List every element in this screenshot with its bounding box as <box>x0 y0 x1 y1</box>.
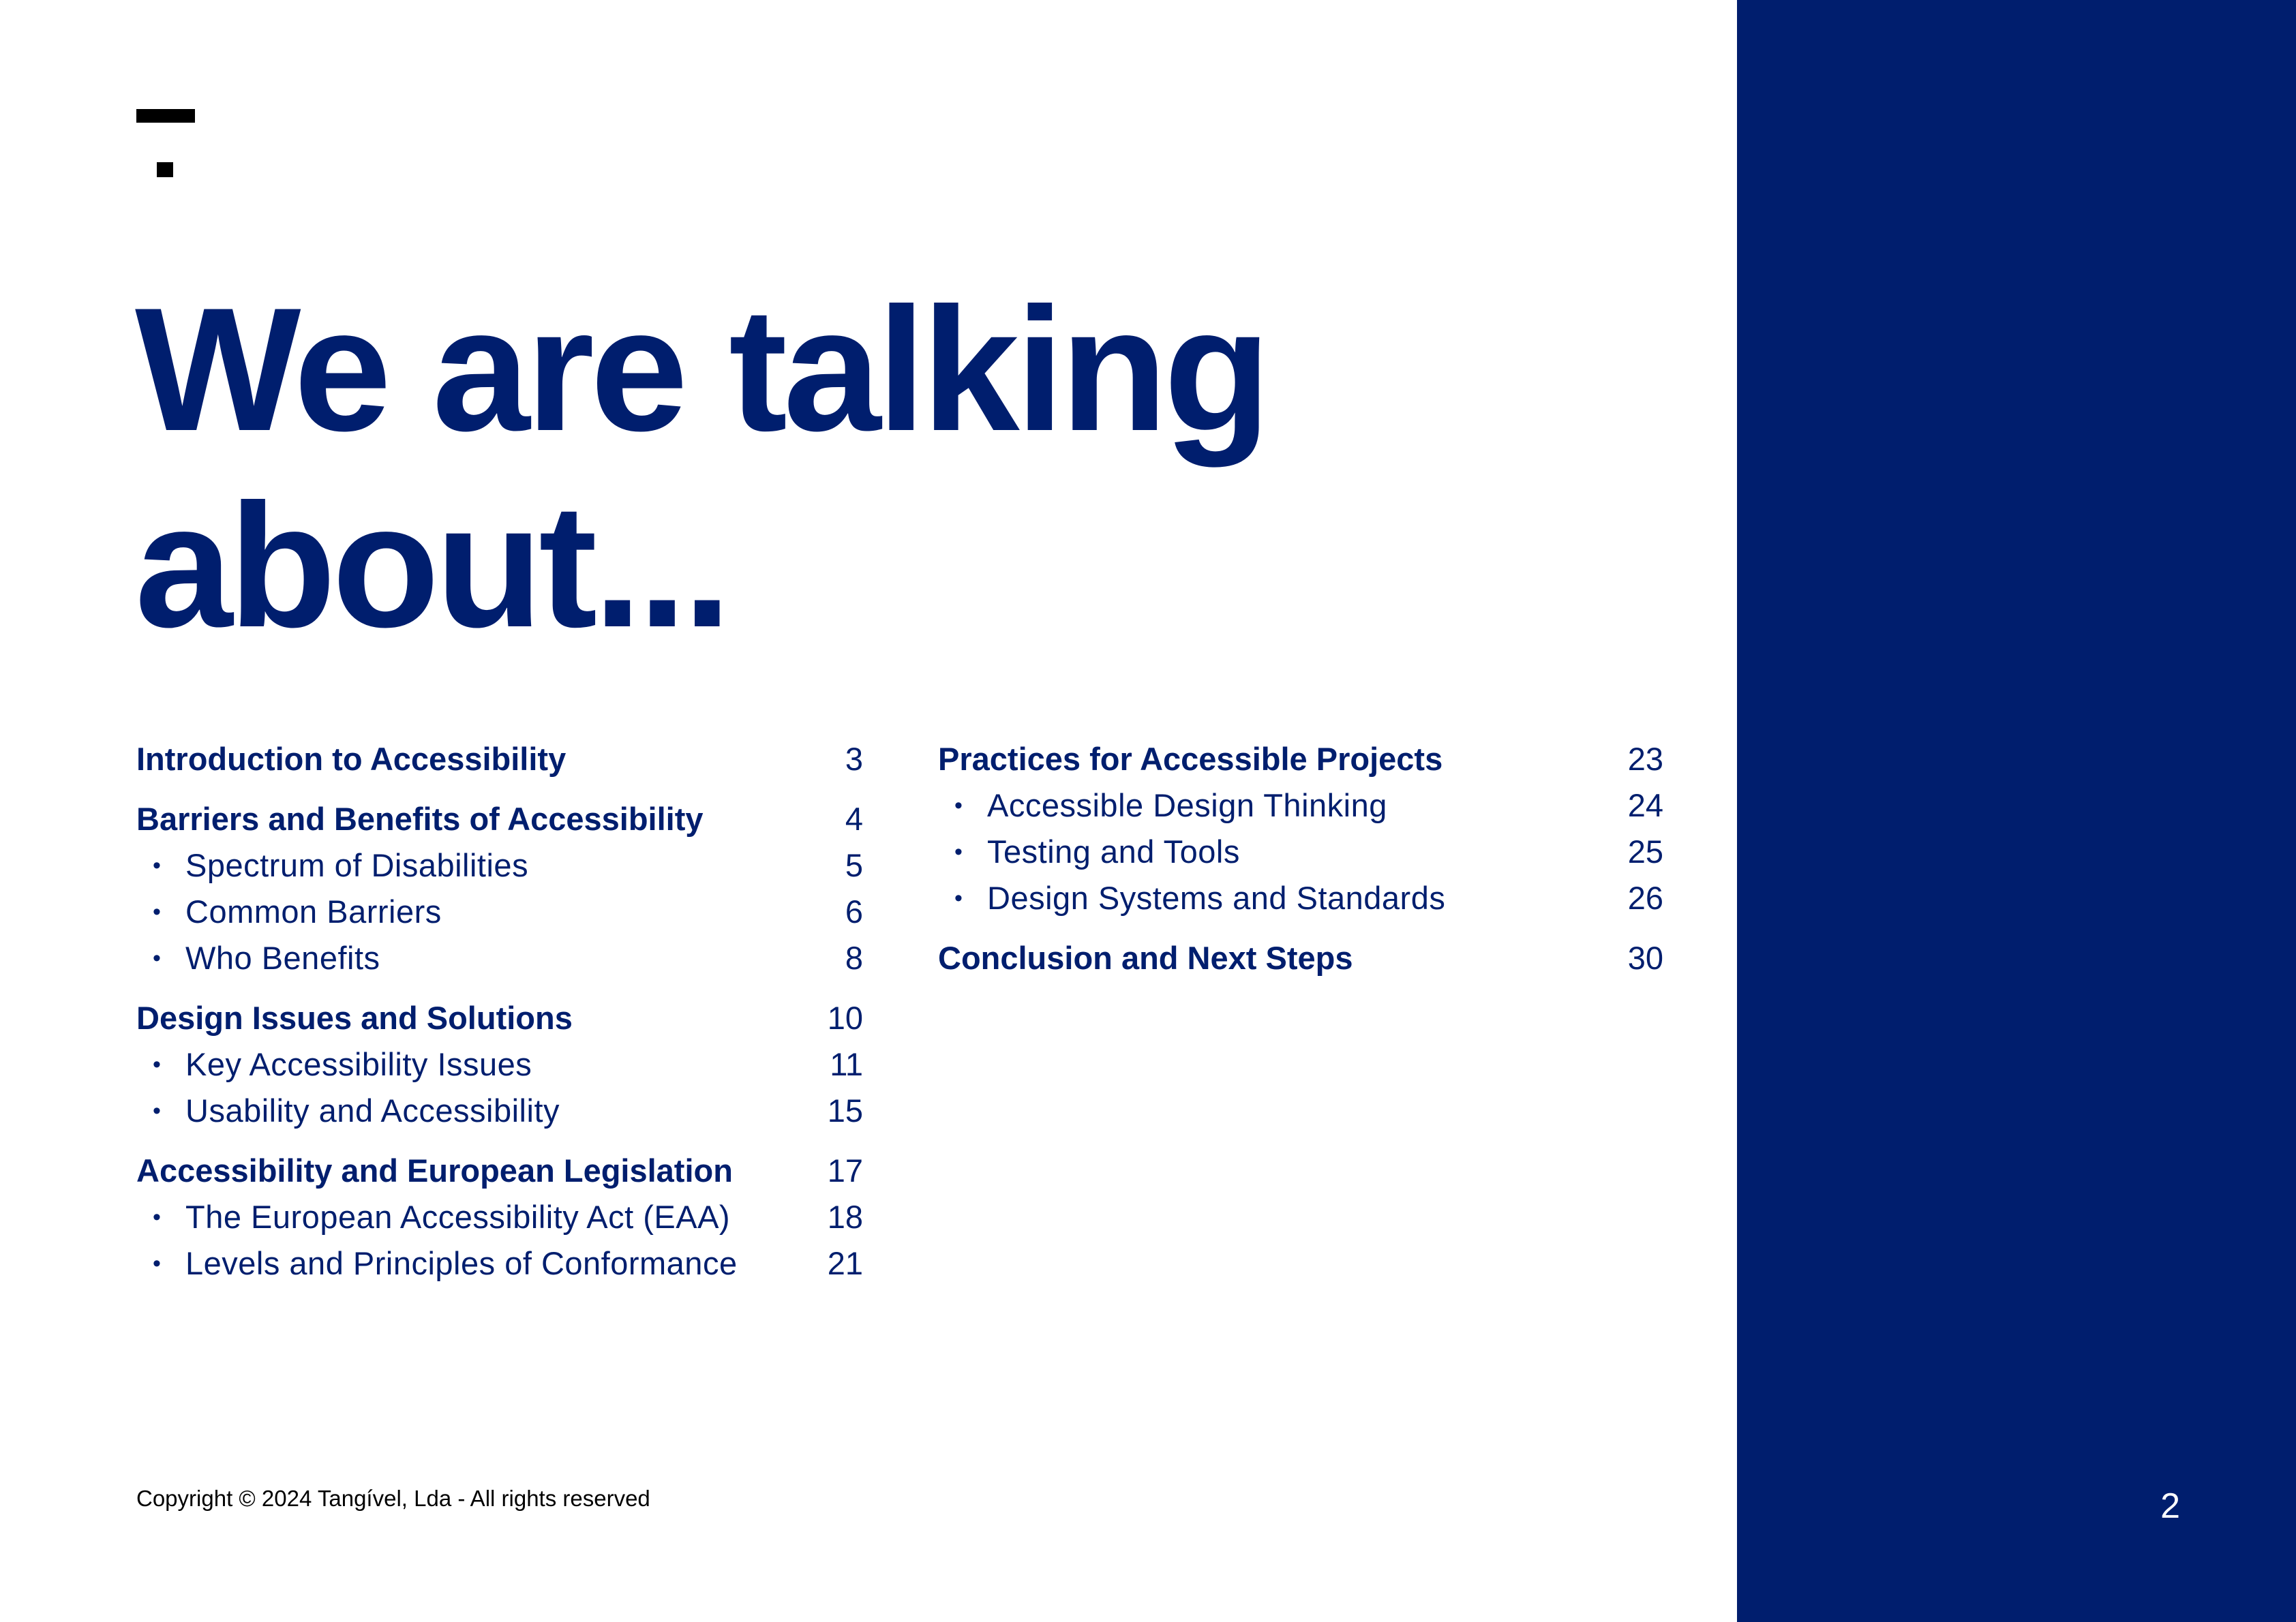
toc-label: Testing and Tools <box>987 833 1240 870</box>
bullet-icon: • <box>954 839 963 865</box>
toc-page-number: 8 <box>845 940 863 976</box>
toc-label: Practices for Accessible Projects <box>938 741 1443 777</box>
bullet-icon: • <box>153 899 162 925</box>
logo-bar <box>136 109 195 123</box>
toc-label: Introduction to Accessibility <box>136 741 567 777</box>
toc-subitem: • Who Benefits 8 <box>136 935 863 981</box>
toc-subitem: • Levels and Principles of Conformance 21 <box>136 1240 863 1287</box>
toc-label: The European Accessibility Act (EAA) <box>185 1199 731 1235</box>
brand-mark-icon <box>136 109 195 177</box>
toc-subitem: • Spectrum of Disabilities 5 <box>136 842 863 889</box>
toc-page-number: 25 <box>1627 833 1663 870</box>
toc-section: Accessibility and European Legislation 17 <box>136 1148 863 1194</box>
toc-section: Conclusion and Next Steps 30 <box>938 935 1663 981</box>
toc-page-number: 17 <box>827 1152 863 1189</box>
bullet-icon: • <box>153 1052 162 1077</box>
toc-section: Practices for Accessible Projects 23 <box>938 736 1663 782</box>
copyright-notice: Copyright © 2024 Tangível, Lda - All rig… <box>136 1486 650 1511</box>
toc-page-number: 4 <box>845 801 863 837</box>
bullet-icon: • <box>153 853 162 878</box>
toc-subitem: • Accessible Design Thinking 24 <box>938 782 1663 829</box>
toc-label: Design Issues and Solutions <box>136 1000 573 1036</box>
toc-label: Conclusion and Next Steps <box>938 940 1353 976</box>
page-number: 2 <box>2160 1486 2180 1526</box>
bullet-icon: • <box>954 793 963 818</box>
toc-label: Accessibility and European Legislation <box>136 1152 733 1189</box>
toc-label: Levels and Principles of Conformance <box>185 1245 738 1281</box>
toc-section: Barriers and Benefits of Accessibility 4 <box>136 796 863 842</box>
toc-subitem: • Usability and Accessibility 15 <box>136 1088 863 1134</box>
toc-label: Spectrum of Disabilities <box>185 847 529 883</box>
toc-page-number: 21 <box>827 1245 863 1281</box>
bullet-icon: • <box>153 945 162 971</box>
toc-right-column: Practices for Accessible Projects 23 • Acce… <box>938 736 1663 981</box>
toc-label: Who Benefits <box>185 940 380 976</box>
toc-label: Accessible Design Thinking <box>987 787 1387 823</box>
toc-page-number: 30 <box>1627 940 1663 976</box>
bullet-icon: • <box>153 1204 162 1230</box>
toc-subitem: • Key Accessibility Issues 11 <box>136 1041 863 1088</box>
toc-page-number: 6 <box>845 893 863 930</box>
toc-label: Common Barriers <box>185 893 442 930</box>
toc-page-number: 3 <box>845 741 863 777</box>
bullet-icon: • <box>954 885 963 911</box>
toc-subitem: • Testing and Tools 25 <box>938 829 1663 875</box>
toc-left-column: Introduction to Accessibility 3 Barriers a… <box>136 736 863 1287</box>
toc-page-number: 11 <box>830 1046 863 1082</box>
toc-page-number: 24 <box>1627 787 1663 823</box>
page-title: We are talking about... <box>135 271 1271 664</box>
bullet-icon: • <box>153 1098 162 1124</box>
toc-section: Design Issues and Solutions 10 <box>136 995 863 1041</box>
toc-page-number: 26 <box>1627 880 1663 916</box>
logo-square <box>157 162 173 177</box>
bullet-icon: • <box>153 1251 162 1276</box>
toc-label: Usability and Accessibility <box>185 1092 560 1129</box>
toc-label: Key Accessibility Issues <box>185 1046 532 1082</box>
toc-page-number: 10 <box>827 1000 863 1036</box>
toc-subitem: • Design Systems and Standards 26 <box>938 875 1663 921</box>
toc-page-number: 15 <box>827 1092 863 1129</box>
toc-page-number: 5 <box>845 847 863 883</box>
side-panel: 2 <box>1737 0 2296 1622</box>
toc-section: Introduction to Accessibility 3 <box>136 736 863 782</box>
toc-page-number: 23 <box>1627 741 1663 777</box>
toc-label: Design Systems and Standards <box>987 880 1446 916</box>
toc-page-number: 18 <box>827 1199 863 1235</box>
toc-subitem: • The European Accessibility Act (EAA) 18 <box>136 1194 863 1240</box>
toc-subitem: • Common Barriers 6 <box>136 889 863 935</box>
toc-label: Barriers and Benefits of Accessibility <box>136 801 704 837</box>
